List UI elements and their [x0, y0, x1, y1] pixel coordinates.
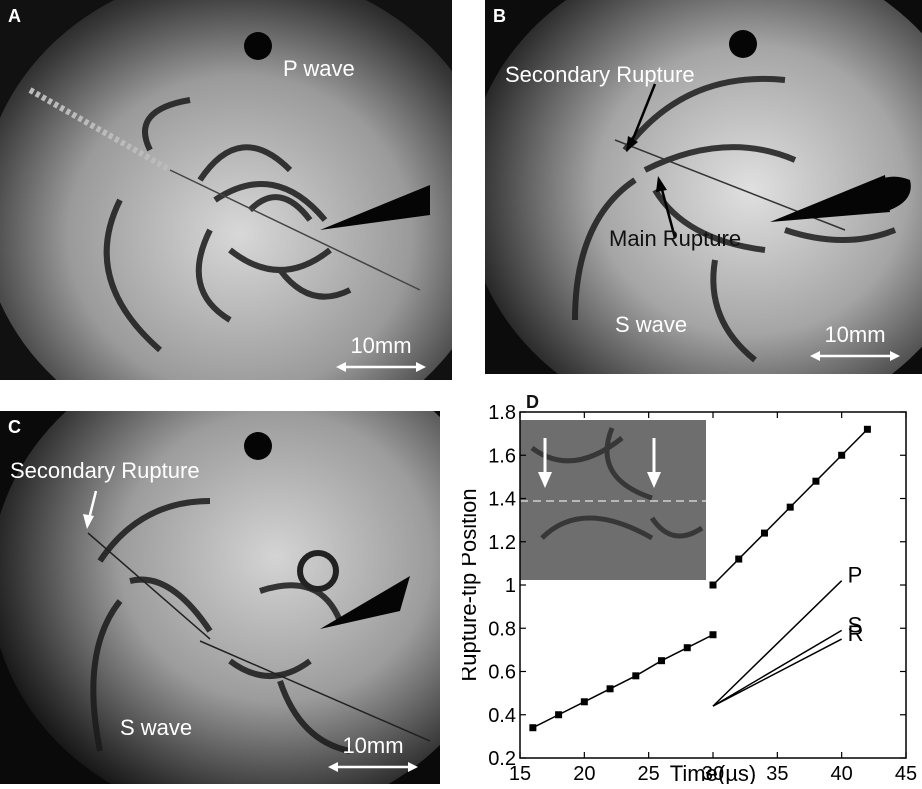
data-point: [760, 529, 768, 537]
scale-bar-b: 10mm: [810, 322, 900, 362]
panel-a-label: A: [8, 6, 21, 26]
secondary-rupture-label-b: Secondary Rupture: [505, 62, 695, 87]
wave-speed-line: [712, 580, 843, 707]
p-wave-label: P wave: [283, 56, 355, 81]
data-point: [709, 631, 717, 639]
x-tick-label: 15: [509, 763, 531, 784]
y-tick-label: 0.8: [488, 618, 516, 640]
double-arrow-icon: [810, 351, 900, 361]
x-axis-title: Time(µs): [670, 761, 756, 784]
scale-bar-c: 10mm: [328, 733, 418, 773]
series-line: [532, 634, 714, 729]
panel-a-photo: [0, 0, 452, 380]
data-point: [632, 672, 640, 680]
wave-speed-label: P: [848, 563, 863, 588]
y-tick-label: 0.4: [488, 705, 516, 727]
data-point: [812, 477, 820, 485]
data-point: [580, 698, 588, 706]
panel-d-label: D: [526, 392, 539, 412]
x-tick-label: 20: [573, 763, 595, 784]
y-tick-label: 1: [505, 575, 516, 597]
arrow-down-icon: [647, 438, 661, 488]
x-tick-label: 25: [638, 763, 660, 784]
double-arrow-icon: [328, 762, 418, 772]
wave-speed-label: R: [848, 621, 864, 646]
data-point: [529, 724, 537, 732]
scale-bar-a: 10mm: [336, 333, 426, 373]
arrow-down-icon: [538, 438, 552, 488]
scale-label-b: 10mm: [824, 322, 886, 347]
y-tick-label: 0.6: [488, 662, 516, 684]
panel-b-photo: [485, 0, 922, 374]
data-point: [838, 451, 846, 459]
data-point: [606, 685, 614, 693]
wave-speed-line: [712, 638, 843, 707]
panel-c: C Secondary Rupture S wave 10mm: [0, 411, 440, 784]
panel-b-label: B: [493, 6, 506, 26]
y-tick-label: 1.8: [488, 402, 516, 424]
y-tick-label: 1.4: [488, 489, 516, 511]
data-point: [658, 657, 666, 665]
panel-a: A P wave 10mm: [0, 0, 452, 380]
scale-label-a: 10mm: [350, 333, 412, 358]
rupture-tip-chart: 15 20 25 30 35 40 45 0.2 0.4 0.6 0.8 1 1.2 1.4 1.6 1.8 T…: [456, 402, 917, 786]
inset-photo: [520, 420, 706, 580]
x-tick-label: 40: [831, 763, 853, 784]
data-point: [555, 711, 563, 719]
s-wave-label-b: S wave: [615, 312, 688, 337]
scale-label-c: 10mm: [342, 733, 404, 758]
main-rupture-label: Main Rupture: [609, 226, 742, 251]
y-tick-label: 1.2: [488, 532, 516, 554]
x-tick-label: 30: [702, 763, 724, 784]
data-point: [735, 555, 743, 563]
double-arrow-icon: [336, 362, 426, 372]
x-tick-label: 45: [895, 763, 917, 784]
y-tick-label: 1.6: [488, 445, 516, 467]
y-axis-title: Rupture-tip Position: [462, 488, 481, 681]
data-point: [709, 581, 717, 589]
wave-speed-label: S: [848, 612, 863, 637]
x-tick-label: 35: [766, 763, 788, 784]
data-point: [683, 644, 691, 652]
panel-c-photo: [0, 411, 440, 784]
data-point: [863, 425, 871, 433]
panel-d: 15 20 25 30 35 40 45 0.2 0.4 0.6 0.8 1 1.2 1.4 1.6 1.8 T…: [456, 388, 922, 786]
panel-b: B Secondary Rupture Main Rupture S wave …: [485, 0, 922, 374]
panel-c-label: C: [8, 417, 21, 437]
s-wave-label-c: S wave: [120, 715, 193, 740]
y-tick-label: 0.2: [488, 748, 516, 770]
data-point: [786, 503, 794, 511]
wave-speed-line: [712, 629, 843, 707]
secondary-rupture-label-c: Secondary Rupture: [10, 458, 200, 483]
